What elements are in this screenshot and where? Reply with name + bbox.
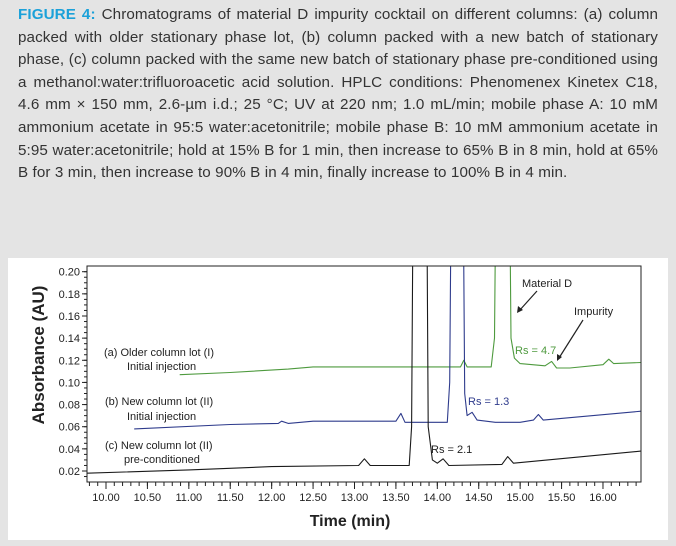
label-trace-c: (c) New column lot (II) [105,440,213,452]
trace-b-new-lot [134,266,641,430]
sublabel-trace-a: Initial injection [127,361,196,373]
arrow-material-d [518,290,538,312]
x-tick-label: 16.00 [589,492,617,504]
figure-label: FIGURE 4: [18,6,96,23]
y-tick-label: 0.16 [59,311,80,323]
y-tick-label: 0.08 [59,400,80,412]
sublabel-trace-c: pre-conditioned [124,454,200,466]
y-tick-label: 0.04 [59,444,80,456]
y-tick-label: 0.02 [59,466,80,478]
y-tick-label: 0.14 [59,333,80,345]
figure-caption: FIGURE 4: Chromatograms of material D im… [18,4,658,185]
annotation-impurity: Impurity [574,306,614,318]
x-tick-label: 12.50 [299,492,327,504]
x-tick-label: 15.00 [506,492,534,504]
y-axis-title: Absorbance (AU) [29,286,48,425]
chart-panel [8,258,668,540]
annotation-rs-a: Rs = 4.7 [515,345,556,357]
x-tick-label: 14.50 [465,492,493,504]
arrow-impurity [558,319,584,359]
label-trace-b: (b) New column lot (II) [105,396,213,408]
y-tick-label: 0.18 [59,289,80,301]
arrowhead-material-d [517,306,523,313]
x-tick-label: 11.50 [217,492,244,504]
x-tick-label: 15.50 [548,492,576,504]
x-tick-label: 10.00 [92,492,120,504]
x-axis-title: Time (min) [310,513,391,530]
x-tick-label: 14.00 [424,492,452,504]
plot-frame [86,265,642,483]
x-tick-label: 13.50 [382,492,410,504]
x-tick-label: 10.50 [134,492,162,504]
x-tick-label: 13.00 [341,492,369,504]
y-tick-label: 0.20 [59,267,80,279]
x-tick-label: 11.00 [175,492,202,504]
annotation-rs-b: Rs = 1.3 [468,396,509,408]
sublabel-trace-b: Initial injection [127,411,196,423]
y-tick-label: 0.10 [59,377,80,389]
annotation-material-d: Material D [522,278,572,290]
chromatogram-chart: 10.00 10.50 11.00 11.50 12.00 12.50 13.00 13.50… [29,265,642,530]
label-trace-a: (a) Older column lot (I) [104,347,214,359]
y-tick-label: 0.06 [59,422,80,434]
trace-c-preconditioned [87,266,641,474]
trace-a-older-lot [179,266,641,376]
arrowhead-impurity [557,354,562,361]
x-tick-label: 12.00 [258,492,286,504]
y-tick-label: 0.12 [59,355,80,367]
annotation-rs-c: Rs = 2.1 [431,444,472,456]
caption-text: Chromatograms of material D impurity coc… [18,6,659,182]
